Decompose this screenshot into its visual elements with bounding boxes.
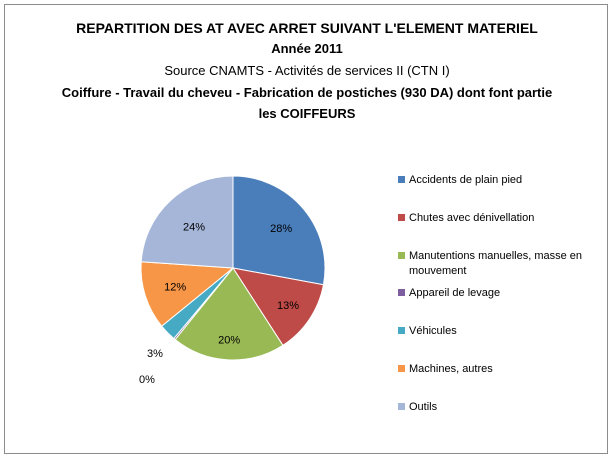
legend-label-3: Manutentions manuelles, masse en mouvemen… — [409, 250, 582, 277]
legend-label-7: Outils — [409, 401, 438, 413]
chart-source: Source CNAMTS - Activités de services II… — [164, 63, 450, 78]
legend-marker-6 — [398, 365, 405, 372]
slice-value-label-7: 24% — [183, 221, 205, 233]
legend: Accidents de plain pied Chutes avec déniv… — [398, 174, 582, 413]
pie-slice-6 — [140, 261, 235, 327]
pie-slice-7 — [140, 175, 234, 269]
slice-value-label-5: 3% — [147, 348, 163, 360]
pie-slices — [140, 175, 326, 361]
legend-label-5: Véhicules — [409, 325, 457, 337]
slice-value-label-4: 0% — [139, 374, 155, 386]
legend-marker-4 — [398, 289, 405, 296]
legend-label-6: Machines, autres — [409, 363, 493, 375]
chart-subtitle-line-1: Coiffure - Travail du cheveu - Fabricati… — [61, 85, 553, 100]
pie-slice-1 — [232, 175, 326, 286]
pie-slice-2 — [231, 267, 325, 346]
slice-value-label-2: 13% — [277, 300, 299, 312]
pie-labels: 28% 13% 20% 0% 3% 12% 24% — [139, 221, 299, 386]
legend-label-2: Chutes avec dénivellation — [409, 212, 534, 224]
legend-marker-5 — [398, 327, 405, 334]
slice-value-label-1: 28% — [270, 223, 292, 235]
legend-marker-7 — [398, 403, 405, 410]
legend-marker-2 — [398, 214, 405, 221]
chart-subtitle-line-2: les COIFFEURS — [258, 106, 356, 121]
slice-value-label-6: 12% — [164, 281, 186, 293]
pie-slice-3 — [174, 267, 284, 361]
legend-marker-1 — [398, 176, 405, 183]
slice-value-label-3: 20% — [218, 335, 240, 347]
legend-marker-3 — [398, 252, 405, 259]
chart-year: Année 2011 — [271, 41, 343, 56]
chart-title: REPARTITION DES AT AVEC ARRET SUIVANT L'… — [76, 20, 538, 36]
legend-label-4: Appareil de levage — [409, 287, 500, 299]
legend-label-1: Accidents de plain pied — [409, 174, 522, 186]
